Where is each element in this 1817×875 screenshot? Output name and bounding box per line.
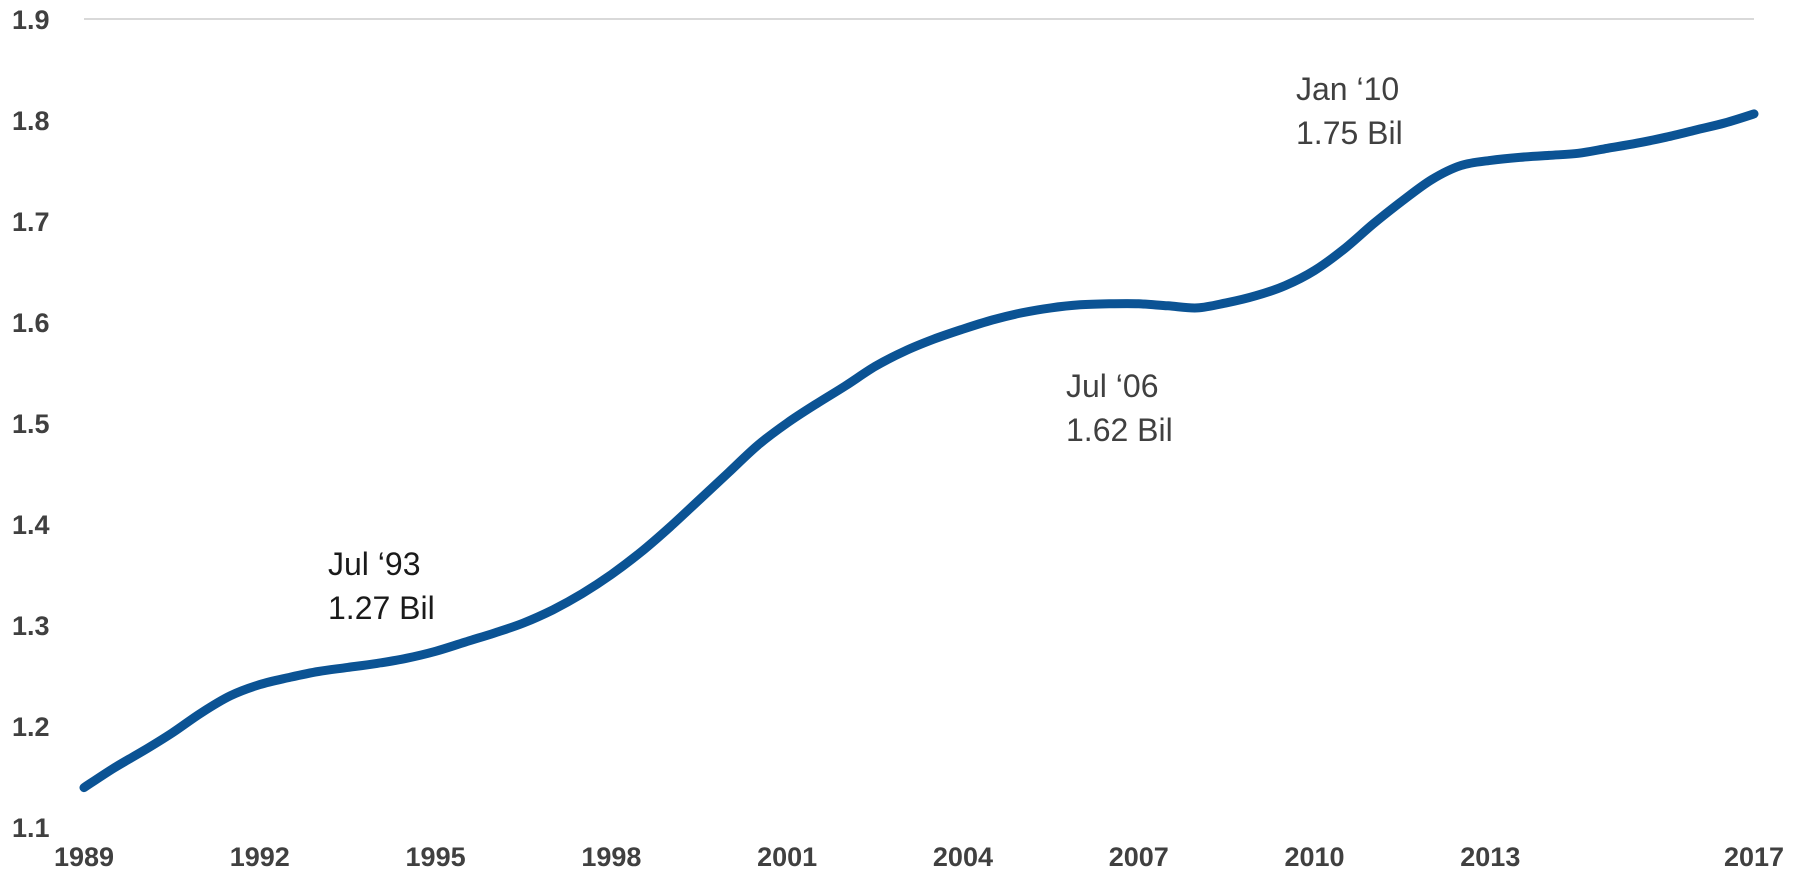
x-tick-label: 2017 — [1724, 842, 1784, 872]
annotation-label: Jan ‘10 — [1296, 71, 1399, 107]
annotation-value: 1.62 Bil — [1066, 412, 1173, 448]
x-tick-label: 2004 — [933, 842, 993, 872]
x-tick-label: 2007 — [1109, 842, 1169, 872]
y-tick-label: 1.3 — [12, 611, 50, 641]
y-tick-label: 1.4 — [12, 510, 50, 540]
annotation-jul-93: Jul ‘93 1.27 Bil — [328, 546, 435, 626]
annotation-value: 1.27 Bil — [328, 590, 435, 626]
annotation-label: Jul ‘06 — [1066, 368, 1159, 404]
x-tick-label: 1998 — [581, 842, 641, 872]
series-line — [79, 109, 1759, 793]
x-tick-label: 2001 — [757, 842, 817, 872]
annotation-jul-06: Jul ‘06 1.62 Bil — [1066, 368, 1173, 448]
y-tick-label: 1.5 — [12, 409, 50, 439]
y-tick-label: 1.7 — [12, 207, 50, 237]
x-axis-ticks: 1989 1992 1995 1998 2001 2004 2007 2010 2013 2017 — [54, 842, 1784, 872]
x-tick-label: 1989 — [54, 842, 114, 872]
x-tick-label: 2013 — [1460, 842, 1520, 872]
annotation-value: 1.75 Bil — [1296, 115, 1403, 151]
y-tick-label: 1.6 — [12, 308, 50, 338]
y-tick-label: 1.1 — [12, 813, 50, 843]
x-tick-label: 2010 — [1284, 842, 1344, 872]
annotation-label: Jul ‘93 — [328, 546, 421, 582]
y-axis-ticks: 1.1 1.2 1.3 1.4 1.5 1.6 1.7 1.8 1.9 — [12, 5, 50, 843]
x-tick-label: 1995 — [406, 842, 466, 872]
y-tick-label: 1.9 — [12, 5, 50, 35]
y-tick-label: 1.2 — [12, 712, 50, 742]
annotation-jan-10: Jan ‘10 1.75 Bil — [1296, 71, 1403, 151]
y-tick-label: 1.8 — [12, 106, 50, 136]
x-tick-label: 1992 — [230, 842, 290, 872]
